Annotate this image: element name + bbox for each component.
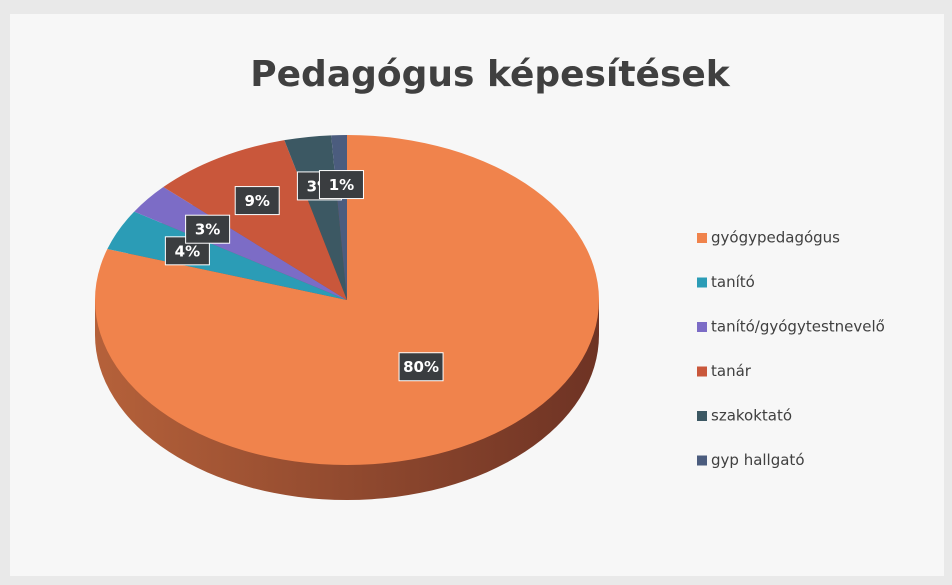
legend-label: tanító/gyógytestnevelő [711,318,885,336]
legend-swatch [697,233,707,243]
legend-swatch [697,411,707,421]
legend-label: tanár [711,362,752,380]
data-label: 3% [195,221,220,239]
legend-swatch [697,366,707,377]
data-label: 4% [175,242,200,260]
legend-label: gyógypedagógus [711,229,840,247]
data-label-box [234,186,280,216]
legend-label: gyp hallgató [711,451,805,469]
data-label-box [398,352,444,382]
data-label: 9% [244,192,269,210]
data-label-box [185,214,231,244]
legend-swatch [697,455,707,466]
data-label: 80% [403,358,439,376]
legend-swatch [697,277,707,288]
pie-slice [163,140,347,300]
legend-label: tanító [711,273,755,291]
legend-swatch [697,322,707,332]
chart-title: Pedagógus képesítések [250,54,731,95]
data-label: 1% [329,176,354,194]
legend-label: szakoktató [711,407,792,425]
data-label-box [318,170,364,200]
pie-slice [107,211,347,300]
